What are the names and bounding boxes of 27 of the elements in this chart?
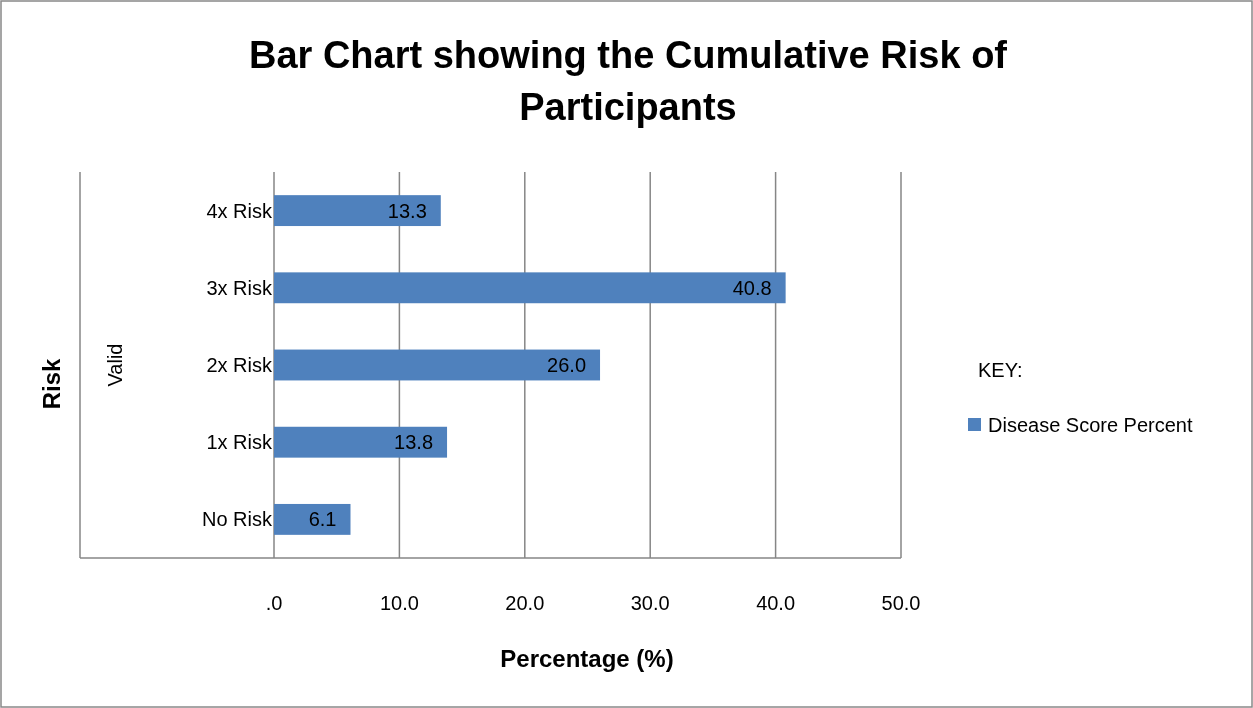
legend-label: Disease Score Percent bbox=[988, 414, 1193, 436]
bar bbox=[274, 349, 601, 381]
bar bbox=[274, 503, 351, 535]
data-label: 26.0 bbox=[547, 354, 587, 376]
x-tick-label: 20.0 bbox=[505, 592, 545, 614]
x-tick-label: 10.0 bbox=[379, 592, 419, 614]
y-tick-label: 1x Risk bbox=[206, 431, 273, 454]
x-tick-label: 50.0 bbox=[881, 592, 921, 614]
x-tick-label: 30.0 bbox=[630, 592, 670, 614]
legend-title: KEY: bbox=[978, 359, 1023, 381]
y-tick-label: 3x Risk bbox=[206, 276, 273, 299]
x-axis-title: Percentage (%) bbox=[500, 645, 674, 672]
y-tick-label: 4x Risk bbox=[206, 199, 273, 222]
x-tick-label: 40.0 bbox=[756, 592, 796, 614]
bar bbox=[274, 426, 448, 458]
y-tick-label: No Risk bbox=[201, 508, 273, 531]
data-label: 40.8 bbox=[732, 276, 772, 299]
text: Risk bbox=[38, 358, 65, 410]
y-tick-label: 2x Risk bbox=[206, 354, 273, 376]
text: Valid bbox=[104, 343, 126, 387]
data-label: 6.1 bbox=[308, 508, 337, 531]
bar bbox=[274, 272, 786, 304]
chart-title: Bar Chart showing the Cumulative Risk of Participants bbox=[249, 34, 1008, 128]
x-tick-label: .0 bbox=[265, 592, 283, 614]
bar bbox=[274, 195, 441, 227]
data-label: 13.3 bbox=[387, 199, 427, 222]
data-label: 13.8 bbox=[394, 431, 434, 454]
